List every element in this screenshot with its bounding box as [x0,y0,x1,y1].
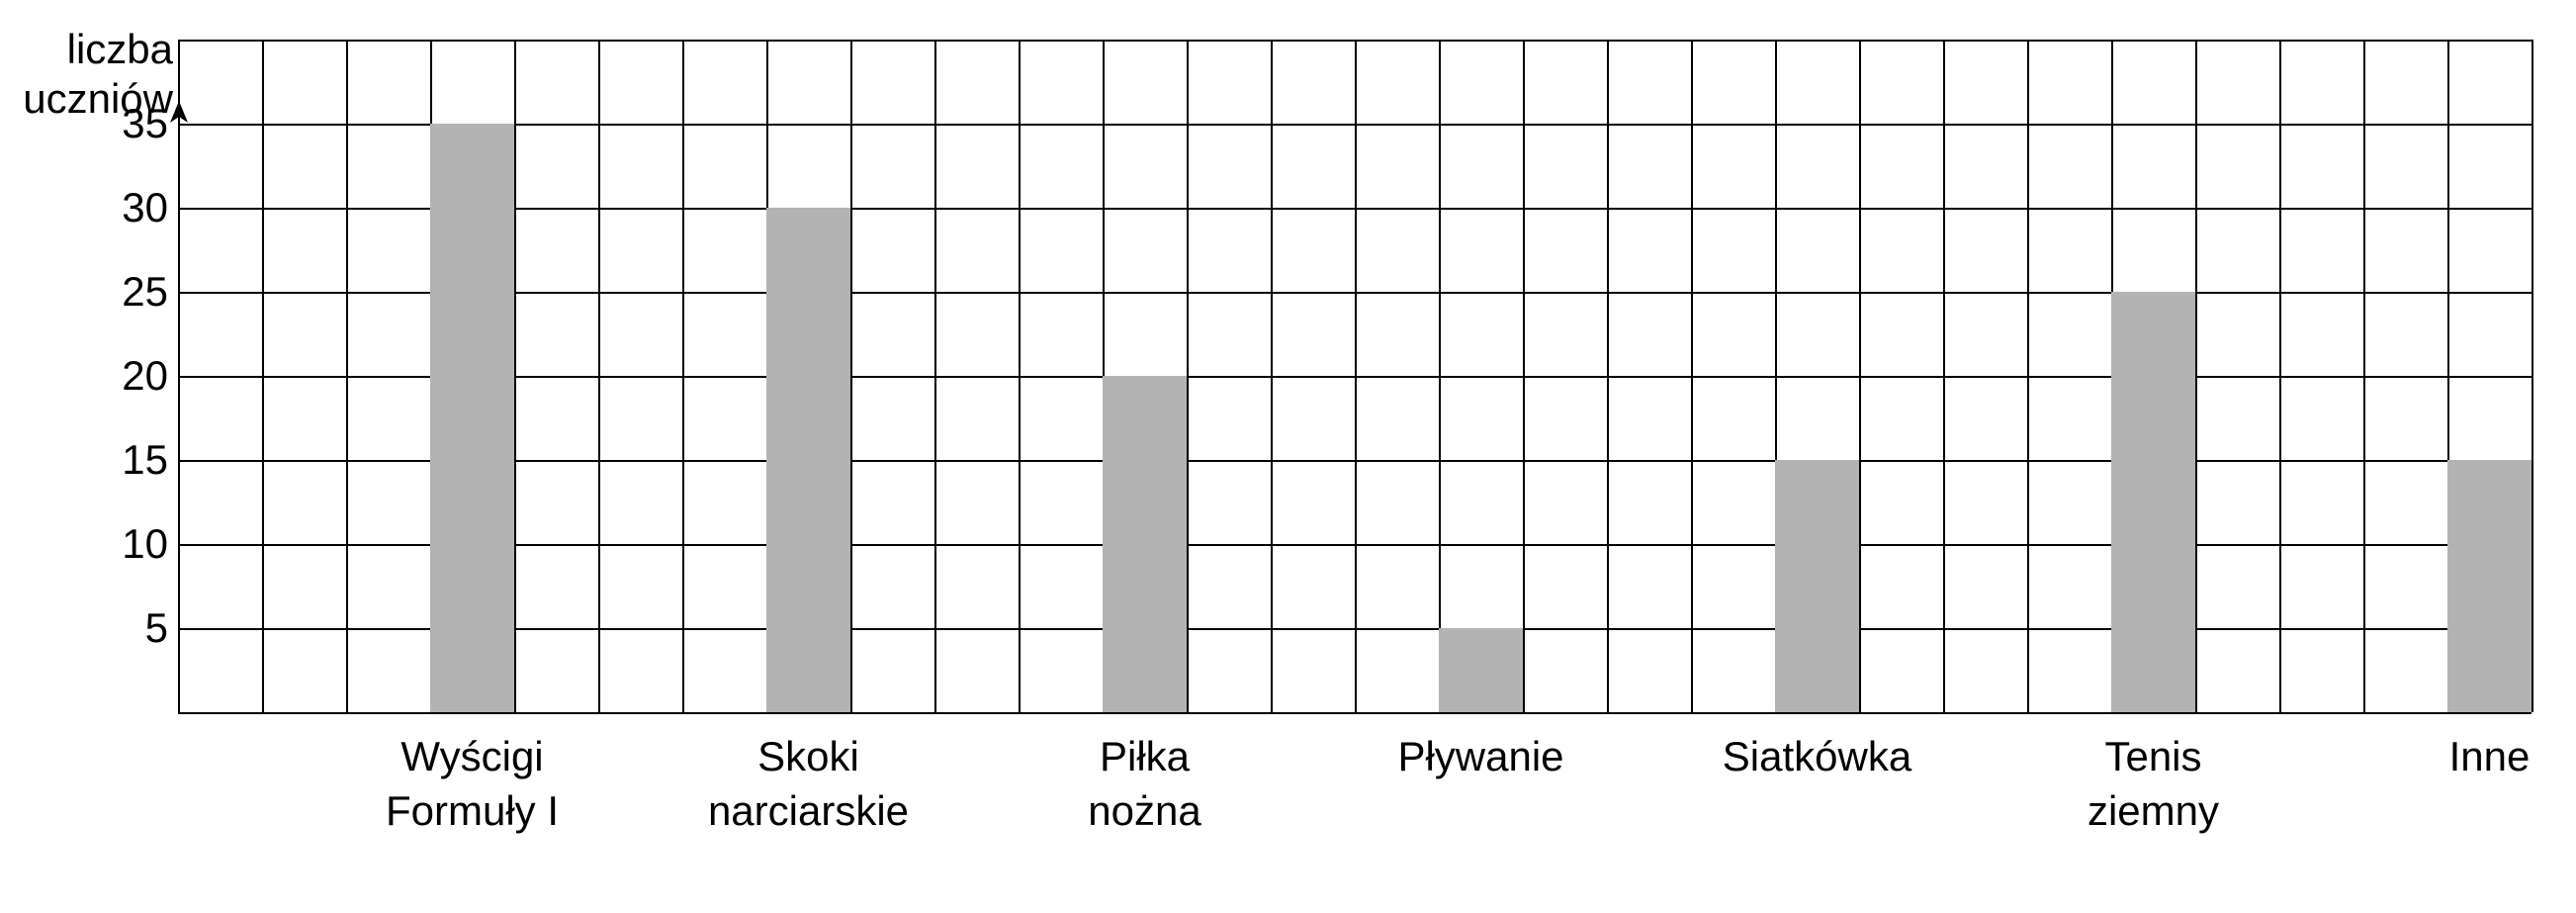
grid-col-line [1691,40,1693,712]
grid-col-line [262,40,264,712]
bar [1439,628,1523,712]
y-axis-title-line1: liczba [20,25,173,74]
x-category-label: Skoki narciarskie [641,730,977,838]
bar [766,208,850,712]
x-category-label: Tenis ziemny [1986,730,2322,838]
y-tick-label: 5 [49,604,168,652]
grid-col-line [1271,40,1273,712]
grid-row-line [178,712,2532,714]
grid-col-line [346,40,348,712]
x-category-label: Siatkówka [1649,730,1986,784]
x-category-label: Piłka nożna [977,730,1313,838]
grid-col-line [514,40,516,712]
bar [1775,460,1859,712]
grid-col-line [2195,40,2197,712]
y-axis-arrow-icon [170,101,188,129]
y-tick-label: 25 [49,268,168,316]
grid-col-line [1523,40,1525,712]
bar [430,124,514,712]
bar [2111,292,2195,712]
y-tick-label: 20 [49,352,168,400]
y-tick-label: 35 [49,100,168,147]
x-category-label: Inne [2322,730,2576,784]
grid-col-line [2279,40,2281,712]
grid-col-line [1187,40,1189,712]
bar-chart: liczba uczniów 5101520253035 Wyścigi For… [20,20,2556,893]
bar [1103,376,1187,712]
grid-col-line [2532,40,2533,712]
grid-col-line [1355,40,1357,712]
grid-col-line [1439,40,1441,712]
grid-col-line [934,40,936,712]
grid-col-line [682,40,684,712]
grid-col-line [1019,40,1021,712]
grid-col-line [178,40,180,712]
grid-col-line [598,40,600,712]
x-category-label: Wyścigi Formuły I [305,730,641,838]
grid-col-line [1859,40,1861,712]
y-tick-label: 10 [49,520,168,568]
y-tick-label: 30 [49,184,168,231]
grid-col-line [2363,40,2365,712]
grid-col-line [1607,40,1609,712]
plot-area [178,40,2532,712]
grid-col-line [2027,40,2029,712]
grid-col-line [850,40,852,712]
grid-col-line [1943,40,1945,712]
bar [2447,460,2532,712]
y-tick-label: 15 [49,436,168,484]
x-category-label: Pływanie [1313,730,1649,784]
